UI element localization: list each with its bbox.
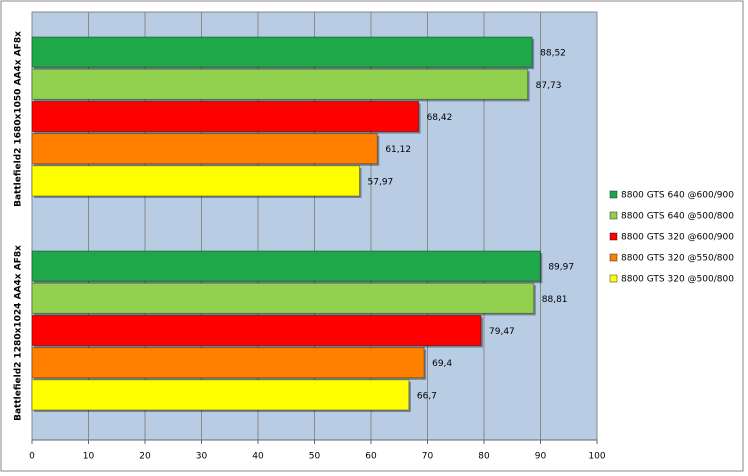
value-label: 69,4	[432, 359, 452, 369]
legend-swatch	[609, 274, 618, 283]
x-tick-label: 100	[588, 452, 605, 462]
x-tick-label: 0	[29, 452, 35, 462]
bar	[31, 68, 529, 100]
x-tick-label: 60	[365, 452, 377, 462]
x-tick-label: 70	[422, 452, 434, 462]
category-label: Battlefield2 1680x1050 AA4x AF8x	[14, 31, 24, 207]
legend-swatch	[609, 211, 618, 220]
legend-label: 8800 GTS 320 @500/800	[621, 275, 734, 285]
x-tick-label: 80	[478, 452, 490, 462]
value-label: 88,81	[542, 295, 568, 305]
bar	[31, 100, 420, 133]
legend-swatch	[609, 190, 618, 199]
bar	[31, 314, 482, 347]
x-tick-label: 50	[309, 452, 321, 462]
legend-label: 8800 GTS 320 @600/900	[621, 233, 734, 243]
x-tick-label: 40	[252, 452, 264, 462]
category-label: Battlefield2 1280x1024 AA4x AF8x	[14, 245, 24, 421]
value-label: 87,73	[536, 81, 562, 91]
value-label: 68,42	[427, 113, 453, 123]
bar	[31, 165, 361, 197]
legend-label: 8800 GTS 640 @600/900	[621, 191, 734, 201]
x-tick-label: 90	[535, 452, 547, 462]
value-label: 89,97	[548, 263, 574, 273]
x-tick-label: 20	[139, 452, 151, 462]
value-label: 79,47	[489, 327, 515, 337]
value-label: 57,97	[368, 177, 394, 187]
bar	[31, 36, 533, 68]
legend-swatch	[609, 253, 618, 262]
value-label: 61,12	[385, 145, 411, 155]
value-label: 88,52	[540, 49, 566, 59]
bar	[31, 379, 410, 411]
legend-label: 8800 GTS 320 @550/800	[621, 254, 734, 264]
bar	[31, 347, 425, 379]
legend-swatch	[609, 232, 618, 241]
x-tick-label: 30	[196, 452, 208, 462]
bar	[31, 250, 541, 282]
bar	[31, 133, 378, 165]
legend-label: 8800 GTS 640 @500/800	[621, 212, 734, 222]
bar	[31, 282, 535, 314]
x-tick-label: 10	[83, 452, 95, 462]
value-label: 66,7	[417, 391, 437, 401]
